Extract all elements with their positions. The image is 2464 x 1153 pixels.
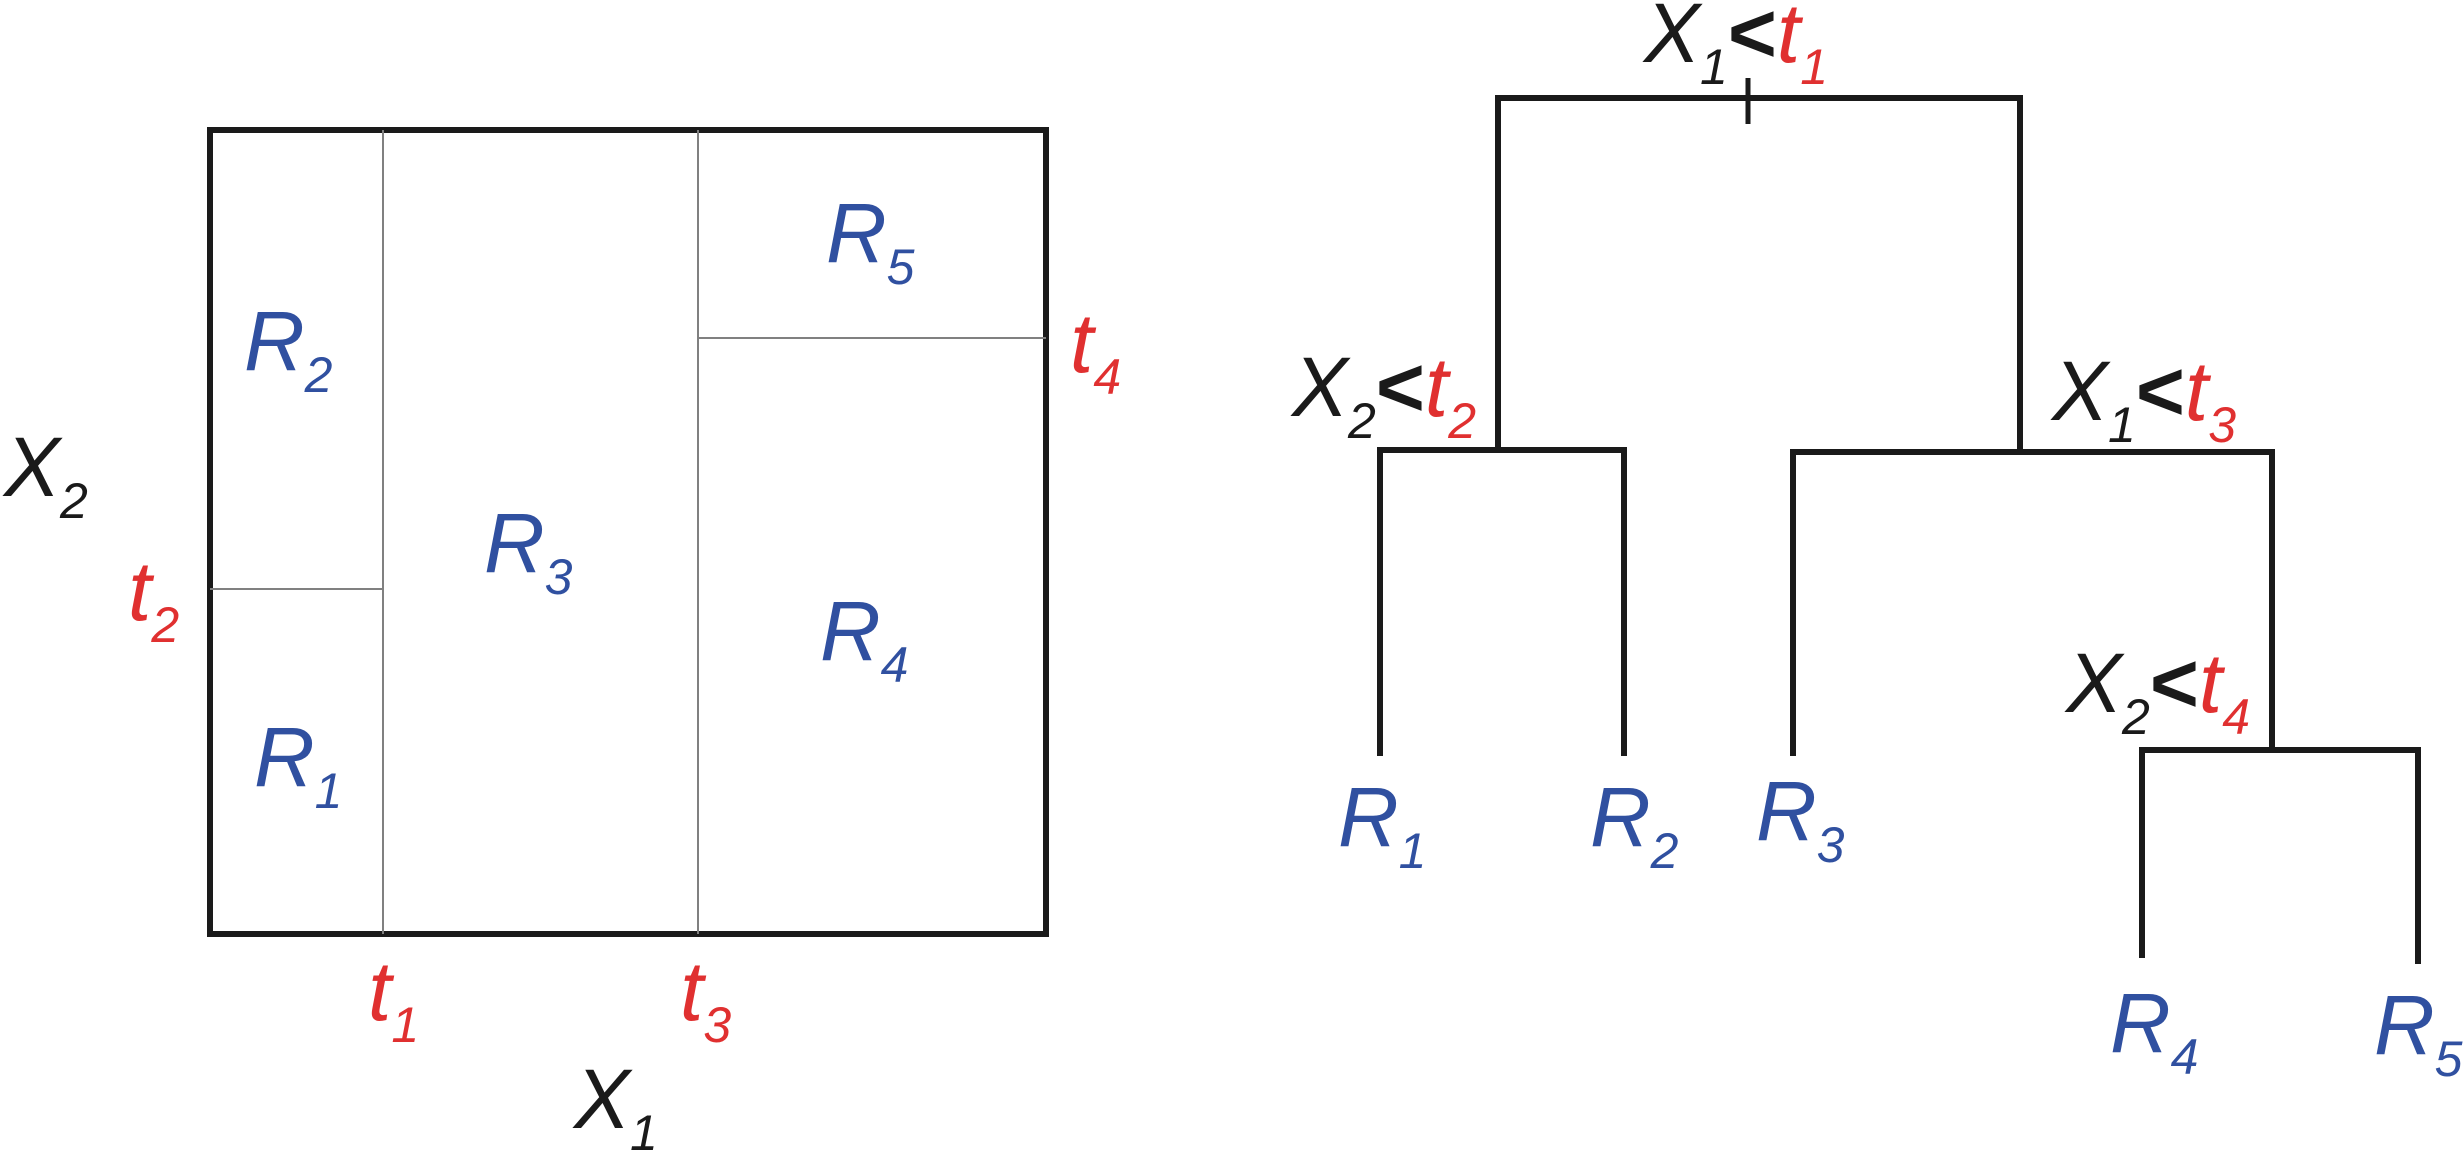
tree-leaf-r5: R5 [2374, 978, 2463, 1087]
tree-leaf-r4: R4 [2110, 976, 2198, 1085]
threshold-label-t4: t4 [1070, 296, 1121, 405]
tree-leaf-r2: R2 [1590, 770, 1679, 879]
region-label-r1: R1 [254, 710, 342, 819]
region-label-r3: R3 [484, 496, 573, 605]
region-label-r5: R5 [826, 186, 915, 295]
tree-leaf-r3: R3 [1756, 764, 1845, 873]
tree-node-right-right-label: X2<t4 [2064, 636, 2250, 745]
partition-frame [207, 127, 1049, 937]
tree-branch-right-right [2139, 747, 2421, 964]
axis-label-x2: X2 [2, 420, 88, 529]
threshold-label-t1: t1 [368, 944, 419, 1053]
tree-node-root-label: X1<t1 [1642, 0, 1828, 95]
tree-panel: X1<t1 X2<t2 X1<t3 X2<t4 R1 R2 R3 R4 R5 [1290, 0, 2463, 1087]
region-label-r2: R2 [244, 294, 333, 403]
tree-node-left-label: X2<t2 [1290, 340, 1476, 449]
threshold-label-t2: t2 [128, 544, 179, 653]
region-label-r4: R4 [820, 584, 908, 693]
tree-branch-root [1495, 95, 2023, 452]
tree-leaf-r1: R1 [1338, 770, 1426, 879]
tree-branch-left [1377, 447, 1627, 756]
threshold-label-t3: t3 [680, 944, 731, 1053]
axis-label-x1: X1 [572, 1052, 658, 1153]
tree-node-right-label: X1<t3 [2050, 344, 2236, 453]
tree-branch-right [1790, 449, 2275, 756]
partition-panel: R2 R1 R3 R5 R4 t1 t3 t2 t4 X1 X2 [2, 127, 1121, 1153]
